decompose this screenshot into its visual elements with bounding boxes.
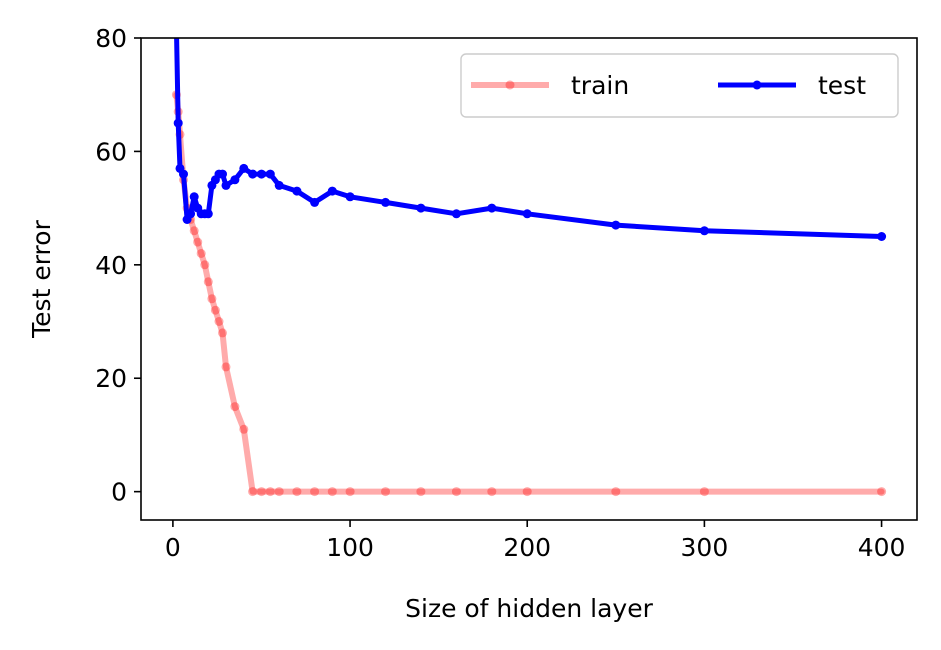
data-point-test [611,220,621,230]
x-tick-label: 100 [326,533,374,562]
data-point-train [877,487,887,497]
data-point-train [200,260,210,270]
series-line-train [173,91,885,495]
data-point-train [265,487,275,497]
data-point-test [274,180,284,190]
data-point-test [292,186,302,196]
data-point-train [310,487,320,497]
legend-label-train: train [571,71,629,100]
data-point-train [699,487,709,497]
data-point-test [265,169,275,179]
data-point-train [292,487,302,497]
data-point-test [381,197,390,207]
y-tick-label: 40 [95,251,127,280]
y-tick-label: 80 [95,24,127,53]
data-point-train [487,487,497,497]
data-point-test [230,175,240,185]
data-point-test [345,192,355,202]
x-axis-title: Size of hidden layer [405,594,653,623]
y-axis-title: Test error [27,219,56,338]
data-point-test [327,186,337,196]
legend-item-test: test [718,71,866,100]
x-tick-label: 200 [503,533,551,562]
plot-frame [140,37,918,521]
data-point-test [487,203,497,213]
data-point-test [248,169,258,179]
data-point-test [189,192,199,202]
data-point-test [203,209,213,219]
data-point-train [230,402,240,412]
plot-area [171,22,887,497]
data-point-test [699,226,709,236]
data-point-test [172,22,181,31]
data-point-test [179,169,188,179]
x-axis: 0 100 200 300 400 [165,520,905,562]
legend-marker-test [752,80,762,90]
data-point-test [310,197,320,207]
data-point-test [257,169,266,179]
series-line-test [174,38,885,239]
data-point-train [611,487,621,497]
data-point-test [416,203,426,213]
data-point-train [239,424,249,434]
x-tick-label: 300 [681,533,729,562]
y-axis: 0 20 40 60 80 [95,24,141,507]
legend-item-train: train [471,71,629,100]
data-point-test [877,232,887,241]
legend-box [460,53,899,118]
data-point-train [221,362,231,372]
data-point-train [218,328,227,338]
data-point-test [218,169,227,179]
data-point-train [416,487,426,497]
data-point-train [193,237,203,247]
data-point-train [248,487,258,497]
data-point-train [522,487,532,497]
data-point-test [239,163,249,173]
data-point-train [327,487,337,497]
x-tick-label: 0 [165,533,181,562]
data-point-train [257,487,266,497]
data-point-test [186,209,196,219]
legend-label-test: test [818,71,866,100]
y-tick-label: 0 [111,478,127,507]
data-point-train [189,226,199,236]
data-point-train [210,305,220,315]
data-point-train [274,487,284,497]
data-point-test [522,209,532,219]
data-point-train [207,294,217,304]
data-point-train [196,249,206,258]
series-train [171,90,887,497]
data-point-train [345,487,355,497]
data-point-test [451,209,461,219]
data-point-train [451,487,461,497]
x-tick-label: 400 [858,533,906,562]
y-tick-label: 20 [95,364,127,393]
data-point-train [203,277,213,287]
legend: train test [460,53,899,118]
y-tick-label: 60 [95,137,127,166]
series-test [172,22,887,241]
legend-marker-train [505,80,515,90]
data-point-train [214,317,224,326]
data-point-train [381,487,390,497]
data-point-test [221,180,231,190]
data-point-test [173,118,183,128]
